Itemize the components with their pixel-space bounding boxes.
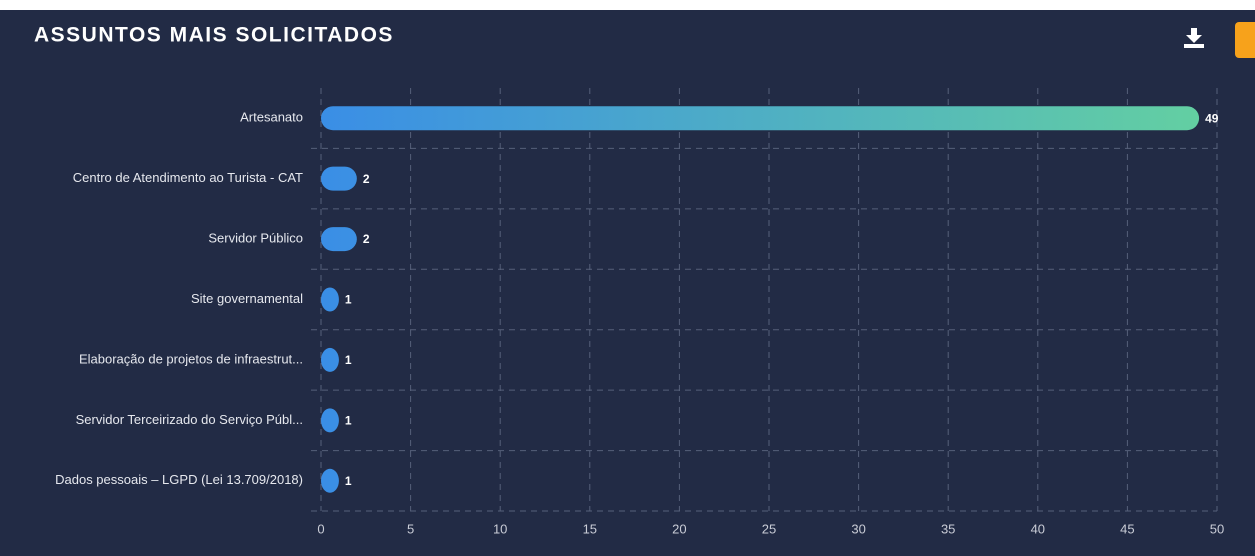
chart-title: ASSUNTOS MAIS SOLICITADOS <box>34 24 394 47</box>
x-tick-label: 45 <box>1120 521 1134 536</box>
bar <box>321 106 1200 131</box>
value-label: 1 <box>345 414 352 428</box>
value-label: 2 <box>363 172 370 186</box>
x-tick-label: 40 <box>1031 521 1045 536</box>
x-tick-label: 30 <box>851 521 865 536</box>
bar <box>321 227 357 252</box>
value-label: 49 <box>1205 111 1219 125</box>
x-tick-label: 50 <box>1210 521 1224 536</box>
bar <box>321 166 357 191</box>
y-tick-label: Dados pessoais – LGPD (Lei 13.709/2018) <box>55 472 303 487</box>
x-tick-label: 35 <box>941 521 955 536</box>
value-label: 1 <box>345 474 352 488</box>
y-tick-label: Site governamental <box>191 291 303 306</box>
download-button[interactable] <box>1184 28 1204 48</box>
x-tick-label: 25 <box>762 521 776 536</box>
x-tick-label: 5 <box>407 521 414 536</box>
x-tick-label: 10 <box>493 521 507 536</box>
bar <box>321 468 339 493</box>
y-tick-label: Elaboração de projetos de infraestrut... <box>79 351 303 366</box>
bar <box>321 408 339 433</box>
x-tick-label: 15 <box>583 521 597 536</box>
x-tick-label: 0 <box>317 521 324 536</box>
y-tick-label: Servidor Terceirizado do Serviço Públ... <box>76 412 303 427</box>
y-tick-label: Servidor Público <box>208 231 303 246</box>
value-label: 1 <box>345 353 352 367</box>
y-tick-label: Centro de Atendimento ao Turista - CAT <box>73 170 303 185</box>
bar <box>321 347 339 372</box>
x-tick-label: 20 <box>672 521 686 536</box>
bar <box>321 287 339 312</box>
value-label: 1 <box>345 293 352 307</box>
y-tick-label: Artesanato <box>240 110 303 125</box>
value-label: 2 <box>363 232 370 246</box>
fullscreen-button[interactable] <box>1235 22 1255 58</box>
panel <box>0 10 1255 556</box>
